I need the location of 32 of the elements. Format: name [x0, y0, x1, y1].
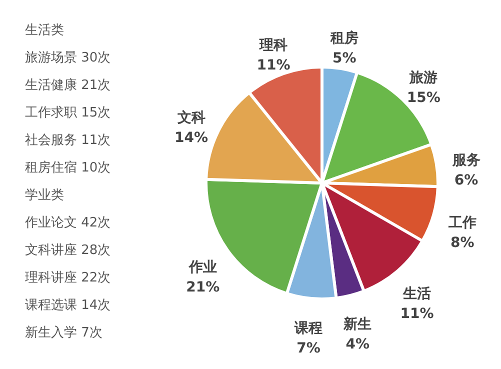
slice-label: 工作 — [447, 214, 476, 231]
text: 旅游场景 30次 — [25, 50, 111, 66]
text: 社会服务 11次 — [25, 133, 111, 148]
text: 课程选课 14次 — [25, 298, 111, 313]
data-label: 15% — [406, 90, 440, 106]
data-label: 11% — [256, 57, 290, 74]
text: 生活健康 21次 — [25, 78, 111, 93]
text: 文科讲座 28次 — [25, 242, 111, 258]
slice-label: 课程 — [294, 320, 323, 336]
data-label: 21% — [186, 279, 220, 296]
text: 生活类 — [25, 23, 64, 38]
text: 作业论文 42次 — [24, 216, 111, 230]
text: 理科讲座 22次 — [25, 270, 111, 286]
data-label: 5% — [332, 50, 356, 67]
slice-label: 作业 — [188, 259, 217, 276]
text: 新生入学 7次 — [25, 326, 102, 340]
slice-label: 理科 — [258, 37, 288, 54]
slice-label: 服务 — [451, 152, 480, 169]
slice-label: 文科 — [176, 108, 206, 126]
data-label: 8% — [450, 234, 474, 251]
data-label: 14% — [174, 130, 208, 146]
data-label: 4% — [346, 336, 370, 353]
slice-label: 新生 — [342, 316, 372, 333]
text: 工作求职 15次 — [25, 106, 111, 120]
data-label: 7% — [296, 340, 320, 356]
text: 租房住宿 10次 — [25, 160, 111, 176]
data-label: 11% — [400, 306, 434, 322]
slice-label: 旅游 — [408, 70, 438, 86]
data-label: 6% — [454, 172, 478, 189]
text: 学业类 — [25, 188, 64, 203]
slice-label: 租房 — [329, 30, 358, 47]
slice-label: 生活 — [402, 286, 431, 302]
